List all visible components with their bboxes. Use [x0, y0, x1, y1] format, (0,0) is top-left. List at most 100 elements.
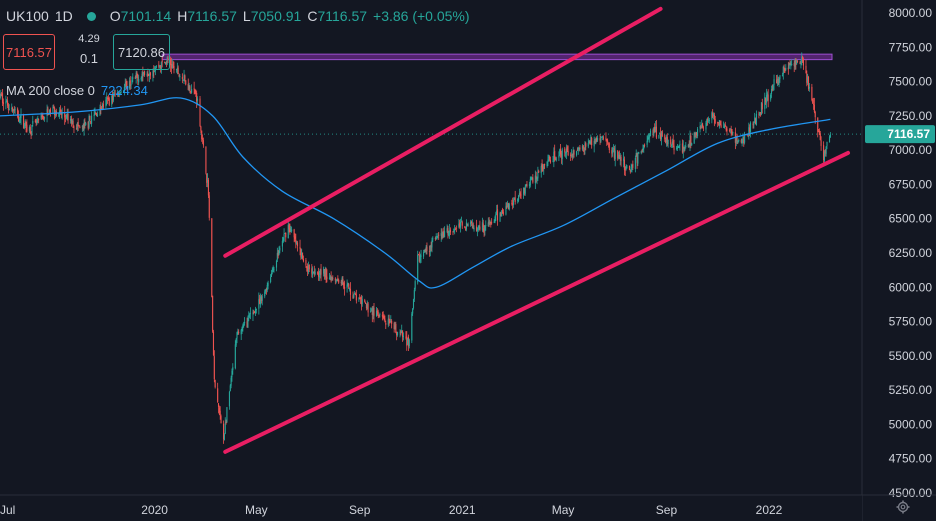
candle-body	[724, 124, 726, 127]
candle-body	[670, 139, 672, 145]
buy-price: 7120.86	[118, 44, 165, 60]
candle-body	[514, 197, 516, 203]
candle-body	[605, 137, 607, 140]
candle-body	[319, 269, 321, 276]
candle-body	[671, 141, 673, 145]
candle-body	[61, 113, 63, 115]
candle-body	[761, 103, 763, 110]
candle-body	[472, 223, 474, 229]
candle-body	[665, 136, 668, 143]
candle-body	[67, 114, 69, 121]
candle-body	[165, 62, 167, 65]
candle-body	[102, 103, 104, 108]
candle-body	[375, 310, 378, 317]
candle-body	[418, 255, 420, 262]
candle-body	[460, 222, 462, 228]
candle-body	[138, 79, 140, 83]
candle-body	[70, 119, 72, 121]
sell-button[interactable]: 7116.57	[3, 34, 55, 70]
symbol-name[interactable]: UK100	[6, 8, 49, 24]
candle-body	[436, 236, 438, 238]
candle-body	[776, 78, 778, 84]
candle-body	[487, 222, 489, 227]
candle-body	[49, 109, 51, 115]
candle-body	[635, 152, 637, 157]
candle-body	[334, 278, 336, 281]
gear-icon[interactable]	[896, 500, 910, 514]
candle-body	[620, 156, 622, 161]
y-tick-label: 6000.00	[889, 280, 933, 294]
candle-body	[325, 268, 327, 278]
candle-body	[519, 193, 521, 195]
candle-body	[649, 130, 652, 136]
candle-body	[82, 125, 84, 130]
candle-body	[207, 180, 209, 182]
candle-body	[729, 129, 731, 130]
candle-body	[437, 234, 439, 236]
candle-body	[478, 225, 480, 229]
candle-body	[176, 68, 178, 70]
candle-body	[0, 94, 1, 97]
candle-body	[71, 119, 73, 124]
ma-value: 7224.34	[100, 83, 148, 98]
ma-indicator-legend[interactable]: MA 200 close 0 7224.34	[6, 83, 148, 98]
candle-body	[208, 195, 210, 218]
candle-body	[159, 65, 162, 69]
candle-body	[712, 113, 715, 117]
candle-body	[261, 296, 263, 301]
interval-label[interactable]: 1D	[54, 8, 73, 24]
candle-body	[477, 227, 479, 231]
candle-body	[128, 81, 130, 89]
buy-button[interactable]: 7120.86	[113, 34, 170, 70]
candle-body	[276, 252, 278, 260]
open-label: O	[109, 8, 121, 24]
candle-body	[412, 308, 414, 314]
candle-body	[646, 140, 648, 145]
candle-body	[676, 145, 678, 149]
candle-body	[812, 104, 815, 105]
candle-body	[600, 137, 602, 142]
candle-body	[829, 134, 831, 138]
y-tick-label: 6250.00	[889, 246, 933, 260]
candle-body	[636, 153, 638, 163]
candle-body	[395, 323, 397, 333]
candle-body	[613, 148, 615, 158]
candle-body	[449, 229, 452, 233]
candle-body	[58, 113, 60, 117]
candle-body	[526, 184, 528, 187]
candle-body	[811, 86, 813, 100]
candle-body	[196, 98, 199, 101]
candle-body	[571, 153, 573, 158]
spread-display: 4.29 0.1	[74, 33, 104, 66]
candle-body	[224, 423, 226, 434]
candle-body	[153, 70, 155, 72]
candle-body	[796, 61, 798, 65]
candle-body	[296, 242, 298, 244]
lot-size-input[interactable]: 0.1	[79, 51, 99, 66]
candle-body	[602, 137, 604, 139]
candle-body	[506, 205, 508, 207]
candle-body	[354, 292, 356, 295]
candle-body	[517, 199, 519, 202]
candle-body	[181, 77, 183, 79]
candle-body	[713, 114, 715, 120]
candle-body	[399, 332, 401, 334]
candle-body	[396, 332, 399, 336]
candle-body	[614, 150, 616, 160]
candle-body	[143, 72, 145, 75]
candle-body	[226, 407, 228, 423]
candle-body	[343, 282, 345, 288]
candle-body	[549, 156, 551, 161]
x-tick-label: Sep	[349, 503, 371, 517]
candle-body	[387, 319, 389, 325]
x-tick-label: May	[245, 503, 268, 517]
candle-body	[666, 137, 668, 145]
candle-body	[524, 186, 526, 194]
candle-body	[543, 165, 545, 169]
candle-body	[684, 147, 686, 150]
candle-body	[687, 144, 689, 147]
candle-body	[760, 102, 762, 115]
candle-body	[290, 230, 292, 232]
candle-body	[258, 299, 260, 309]
